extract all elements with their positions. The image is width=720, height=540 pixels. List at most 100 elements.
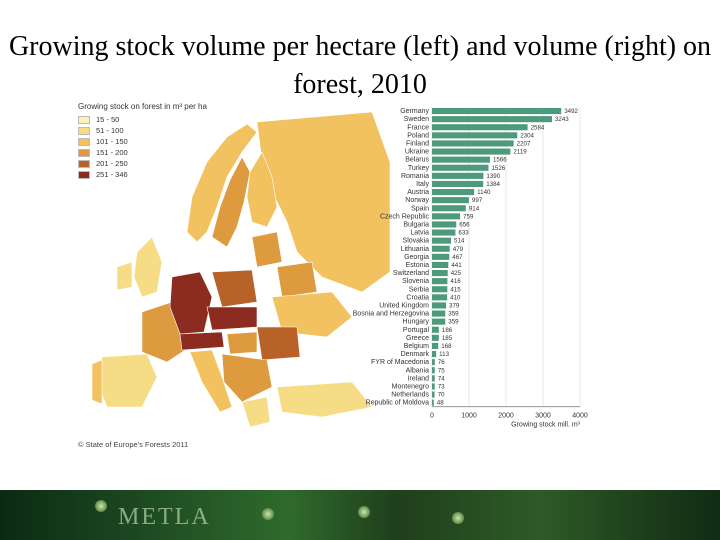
data-label: 359	[448, 311, 459, 318]
data-label: 73	[438, 383, 445, 390]
page-title: Growing stock volume per hectare (left) …	[8, 31, 712, 100]
bar	[432, 172, 484, 179]
x-tick-label: 0	[430, 413, 434, 420]
footer-decoration-icon	[262, 508, 274, 520]
data-label: 410	[450, 294, 461, 301]
category-label: Czech Republic	[380, 213, 430, 220]
data-label: 633	[458, 230, 469, 237]
category-label: Montenegro	[392, 383, 429, 390]
map-region-greece	[241, 396, 271, 428]
data-label: 75	[438, 367, 445, 374]
bar	[432, 399, 434, 406]
bar	[432, 116, 552, 123]
data-label: 467	[452, 254, 463, 261]
map-credit: © State of Europe's Forests 2011	[78, 440, 189, 449]
category-label: Latvia	[410, 230, 429, 237]
x-tick-label: 1000	[461, 413, 477, 420]
x-axis-label: Growing stock mill. m³	[511, 422, 581, 429]
bar	[432, 229, 456, 236]
growing-stock-bar-chart: Germany 3492 Sweden 3243 France 2584 Poland 230…	[353, 107, 588, 429]
map-region-czech-slovakia	[206, 306, 258, 331]
category-label: FYR of Macedonia	[371, 359, 429, 366]
category-label: Portugal	[403, 327, 430, 334]
bar	[432, 334, 439, 341]
category-label: Georgia	[404, 254, 429, 261]
data-label: 656	[459, 221, 470, 228]
category-label: Switzerland	[393, 270, 429, 277]
data-label: 185	[442, 335, 453, 342]
bar	[432, 205, 466, 212]
data-label: 2304	[520, 132, 534, 139]
map-region-italy	[189, 349, 233, 413]
data-label: 1140	[477, 189, 491, 196]
category-label: Slovakia	[403, 238, 430, 245]
data-label: 2207	[517, 140, 531, 147]
map-legend-label: 101 - 150	[96, 137, 128, 146]
bar	[432, 278, 448, 285]
map-region-norway	[186, 123, 258, 243]
footer-decoration-icon	[452, 512, 464, 524]
data-label: 113	[439, 351, 449, 358]
map-legend-label: 201 - 250	[96, 159, 128, 168]
data-label: 1526	[491, 165, 505, 172]
bar	[432, 326, 439, 333]
category-label: Austria	[407, 189, 429, 196]
bar	[432, 270, 448, 277]
category-label: Ukraine	[405, 149, 429, 156]
category-label: Estonia	[406, 262, 429, 269]
data-label: 1390	[486, 173, 500, 180]
category-label: Albania	[406, 367, 429, 374]
category-label: Italy	[416, 181, 429, 188]
bar	[432, 342, 439, 349]
data-label: 186	[442, 327, 453, 334]
footer-decoration-icon	[358, 506, 370, 518]
bar	[432, 197, 469, 204]
bar	[432, 237, 452, 244]
bar	[432, 375, 435, 382]
bar	[432, 156, 490, 163]
bar	[432, 140, 514, 147]
category-label: Serbia	[409, 286, 429, 293]
category-label: Netherlands	[391, 392, 429, 399]
category-label: Hungary	[403, 319, 430, 326]
data-label: 425	[451, 270, 462, 277]
map-region-finland	[246, 151, 278, 228]
bar	[432, 245, 450, 252]
data-label: 2119	[513, 149, 527, 156]
x-tick-label: 4000	[572, 413, 588, 420]
bar	[432, 164, 489, 171]
data-label: 70	[438, 392, 445, 399]
bar	[432, 351, 437, 358]
map-region-germany	[169, 271, 213, 335]
bar	[432, 132, 518, 139]
category-label: Republic of Moldova	[366, 400, 430, 407]
category-label: Poland	[407, 132, 429, 139]
data-label: 914	[469, 205, 480, 212]
data-label: 759	[463, 213, 474, 220]
map-legend-swatch	[78, 127, 90, 135]
data-label: 3243	[555, 116, 569, 123]
map-region-baltics	[251, 231, 283, 268]
bar	[432, 383, 435, 390]
category-label: Lithuania	[401, 246, 430, 253]
footer-banner: METLA	[0, 490, 720, 540]
category-label: Bosnia and Herzegovina	[353, 311, 429, 318]
bar	[432, 318, 446, 325]
bar	[432, 253, 450, 260]
map-region-belarus	[276, 261, 318, 298]
data-label: 1384	[486, 181, 500, 188]
category-label: Romania	[401, 173, 429, 180]
map-legend-swatch	[78, 160, 90, 168]
map-legend-title: Growing stock on forest in m³ per ha	[78, 102, 207, 111]
bar	[432, 213, 461, 220]
map-region-balkans	[221, 353, 273, 403]
x-tick-label: 3000	[535, 413, 551, 420]
bar	[432, 310, 446, 317]
bar	[432, 286, 448, 293]
europe-map: Growing stock on forest in m³ per ha 15 …	[72, 102, 392, 452]
bar	[432, 189, 475, 196]
category-label: Bulgaria	[403, 221, 429, 228]
category-label: Germany	[400, 108, 429, 115]
map-region-spain	[96, 353, 158, 408]
category-label: Turkey	[408, 165, 430, 172]
